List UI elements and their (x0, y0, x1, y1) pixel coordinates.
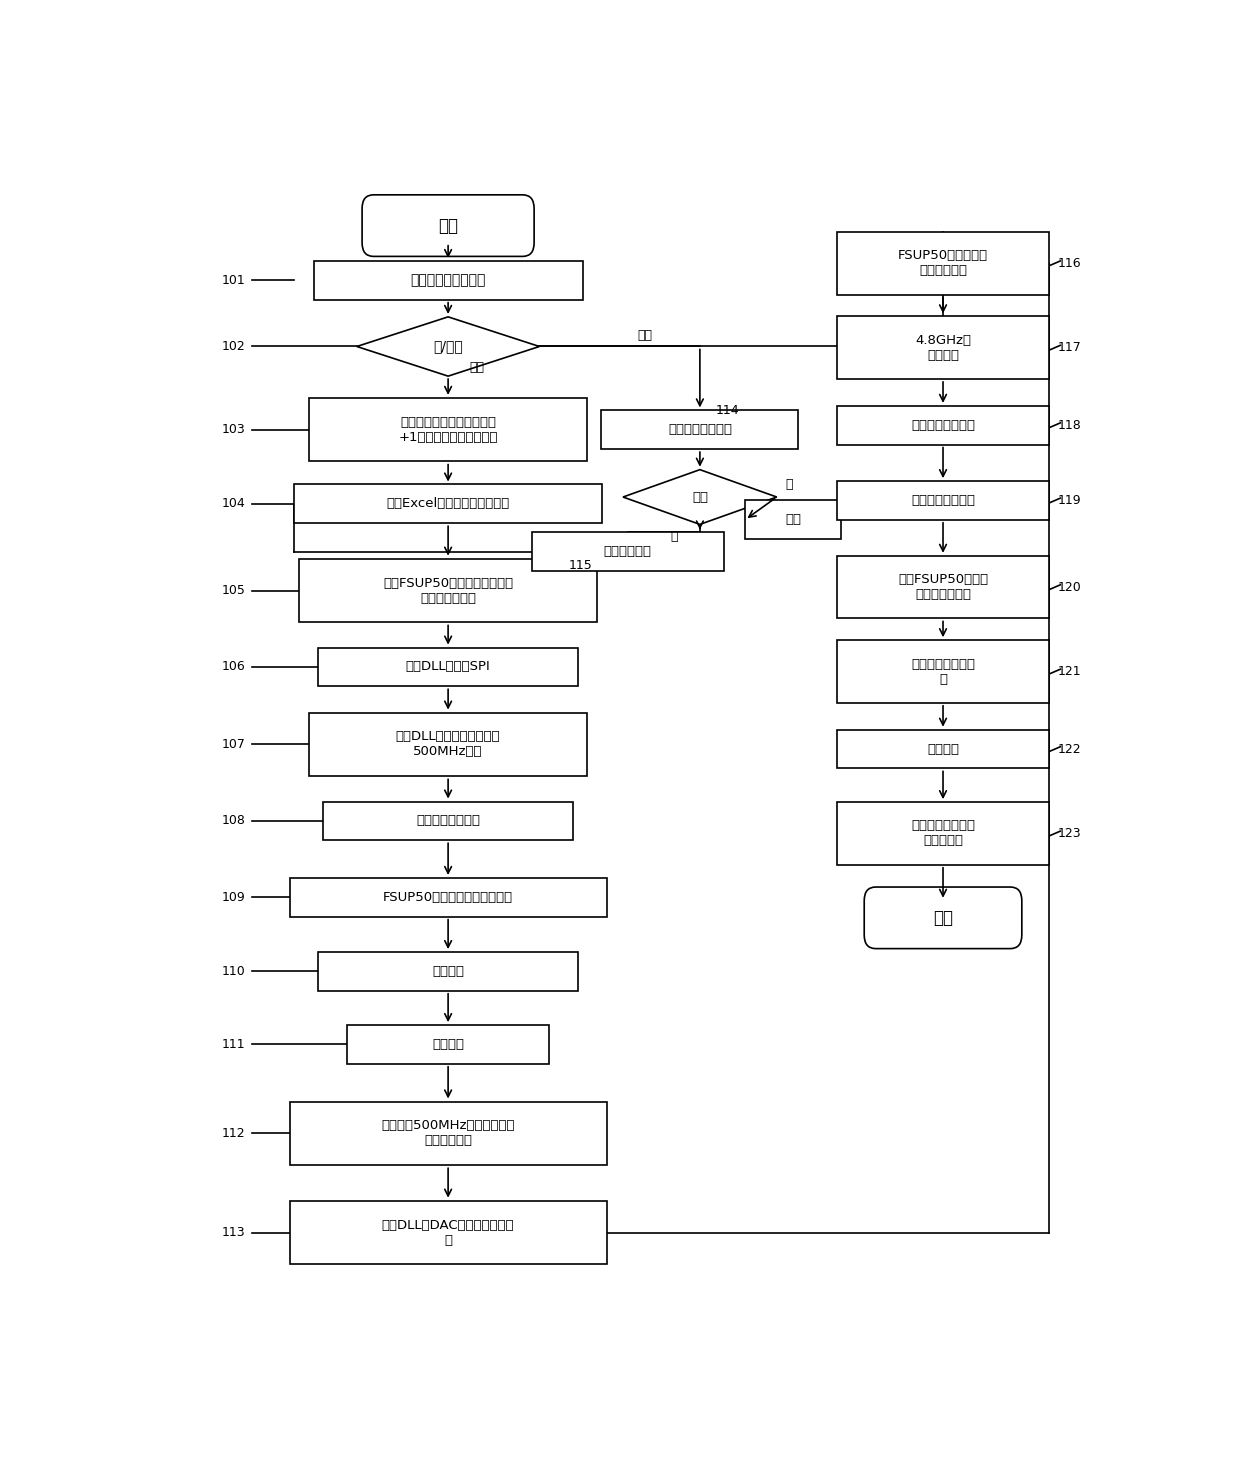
Text: 120: 120 (1058, 581, 1081, 594)
Text: 结束: 结束 (932, 909, 954, 927)
Text: 调用DLL写DAC函数，置大小最
值: 调用DLL写DAC函数，置大小最 值 (382, 1219, 515, 1247)
Text: 112: 112 (222, 1127, 246, 1140)
Text: 提示连接各端口电缆: 提示连接各端口电缆 (410, 274, 486, 287)
FancyBboxPatch shape (289, 878, 606, 917)
Text: 打开Excel记录表格，写入串号: 打开Excel记录表格，写入串号 (387, 498, 510, 511)
FancyBboxPatch shape (837, 803, 1049, 865)
Text: 读检索框匹配串号: 读检索框匹配串号 (668, 424, 732, 437)
Text: 121: 121 (1058, 665, 1081, 678)
FancyBboxPatch shape (289, 1201, 606, 1263)
FancyBboxPatch shape (362, 195, 534, 256)
FancyBboxPatch shape (837, 233, 1049, 295)
Text: 程控开关选择通路: 程控开关选择通路 (911, 495, 975, 507)
Text: 设置FSUP50相噪模
式，设置测试点: 设置FSUP50相噪模 式，设置测试点 (898, 573, 988, 601)
Text: 123: 123 (1058, 826, 1081, 840)
FancyBboxPatch shape (294, 484, 601, 523)
Text: 113: 113 (222, 1226, 246, 1240)
Text: 保存表格，保存当
前记录行数: 保存表格，保存当 前记录行数 (911, 819, 975, 847)
Text: 读取当前记录行数，标志位
+1，提示输入被测件串号: 读取当前记录行数，标志位 +1，提示输入被测件串号 (398, 416, 497, 444)
Text: 117: 117 (1058, 341, 1081, 354)
FancyBboxPatch shape (347, 1025, 549, 1063)
Text: 109: 109 (222, 890, 246, 903)
FancyBboxPatch shape (601, 410, 799, 449)
Text: 初调: 初调 (469, 360, 485, 373)
Text: FSUP50读取信号幅度对比阈值: FSUP50读取信号幅度对比阈值 (383, 890, 513, 903)
Text: 是: 是 (670, 530, 678, 544)
Text: 相似项略: 相似项略 (432, 1038, 464, 1052)
Text: 复调: 复调 (637, 329, 652, 342)
Text: 开始: 开始 (438, 216, 458, 234)
Text: 104: 104 (222, 498, 246, 511)
Text: 调用DLL置位寄存器，打开
500MHz开关: 调用DLL置位寄存器，打开 500MHz开关 (396, 730, 501, 758)
Text: 103: 103 (222, 424, 246, 437)
Text: 设置FSUP50频谱仪模式，设置
频率、参考电平: 设置FSUP50频谱仪模式，设置 频率、参考电平 (383, 576, 513, 604)
Text: 写入表格: 写入表格 (928, 742, 959, 755)
Polygon shape (622, 469, 776, 524)
FancyBboxPatch shape (837, 406, 1049, 444)
Text: 122: 122 (1058, 742, 1081, 755)
FancyBboxPatch shape (864, 887, 1022, 949)
Text: 106: 106 (222, 661, 246, 674)
Polygon shape (357, 317, 539, 376)
FancyBboxPatch shape (837, 555, 1049, 619)
FancyBboxPatch shape (309, 714, 588, 776)
Text: 114: 114 (715, 404, 739, 416)
FancyBboxPatch shape (314, 261, 583, 299)
FancyBboxPatch shape (837, 640, 1049, 703)
Text: 111: 111 (222, 1038, 246, 1052)
FancyBboxPatch shape (319, 647, 578, 686)
Text: 102: 102 (222, 341, 246, 352)
Text: 存在: 存在 (692, 490, 708, 504)
FancyBboxPatch shape (319, 952, 578, 991)
Text: 写入表格: 写入表格 (432, 966, 464, 977)
FancyBboxPatch shape (289, 1102, 606, 1164)
Text: 110: 110 (222, 966, 246, 977)
Text: 报错: 报错 (785, 514, 801, 526)
Text: FSUP50读取信号幅
度，写入表格: FSUP50读取信号幅 度，写入表格 (898, 249, 988, 277)
Text: 116: 116 (1058, 256, 1081, 270)
Text: 107: 107 (222, 738, 246, 751)
Text: 程控开关选择通路: 程控开关选择通路 (417, 815, 480, 828)
Text: 101: 101 (222, 274, 246, 287)
FancyBboxPatch shape (837, 317, 1049, 379)
Text: 105: 105 (222, 584, 246, 597)
Text: 否: 否 (785, 478, 794, 492)
Text: 调用DLL初始化SPI: 调用DLL初始化SPI (405, 661, 491, 674)
FancyBboxPatch shape (299, 560, 596, 622)
FancyBboxPatch shape (837, 730, 1049, 769)
Text: 初/复调: 初/复调 (433, 339, 463, 354)
Text: 4.8GHz校
准信号略: 4.8GHz校 准信号略 (915, 333, 971, 361)
Text: 108: 108 (222, 815, 246, 828)
Text: 118: 118 (1058, 419, 1081, 431)
Text: 定位到表格行: 定位到表格行 (604, 545, 652, 558)
Text: 延时待测量完毕读
取: 延时待测量完毕读 取 (911, 658, 975, 686)
Text: 119: 119 (1058, 495, 1081, 507)
FancyBboxPatch shape (837, 481, 1049, 520)
Text: 校准开，500MHz校准信号开，
程控开关切换: 校准开，500MHz校准信号开， 程控开关切换 (382, 1120, 515, 1148)
Text: 115: 115 (569, 558, 593, 572)
FancyBboxPatch shape (324, 801, 573, 840)
Text: 取样环参考开关开: 取样环参考开关开 (911, 419, 975, 431)
FancyBboxPatch shape (532, 532, 724, 572)
FancyBboxPatch shape (309, 398, 588, 461)
FancyBboxPatch shape (745, 501, 841, 539)
